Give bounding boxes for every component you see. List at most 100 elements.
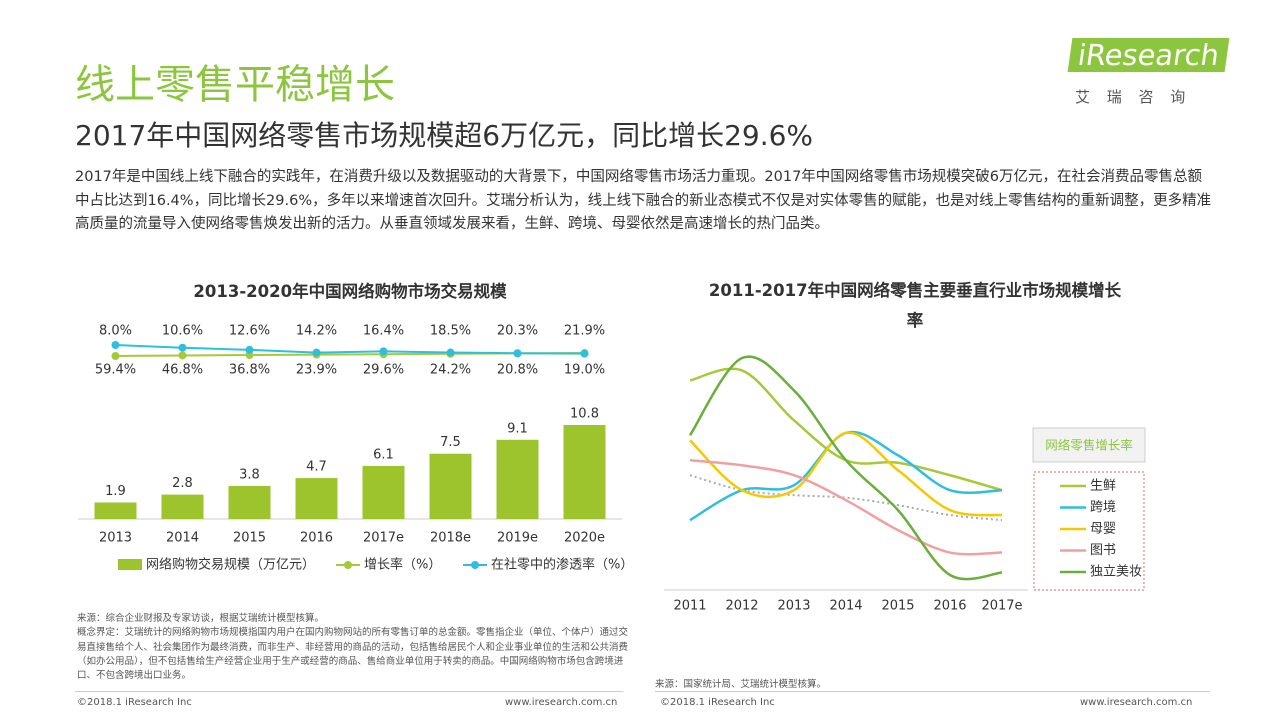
x-tick-label: 2020e — [564, 531, 605, 546]
point — [178, 351, 187, 360]
point — [446, 348, 455, 357]
point — [111, 352, 120, 360]
definition: 概念界定：艾瑞统计的网络购物市场规模指国内用户在国内购物网站的所有零售订单的总金… — [77, 627, 629, 682]
x-tick-label: 2012 — [725, 599, 758, 614]
intro: 2017年是中国线上线下融合的实践年，在消费升级以及数据驱动的大背景下，中国网络… — [75, 169, 1212, 232]
value-label: 14.2% — [296, 324, 337, 339]
bar — [429, 453, 472, 519]
x-tick-label: 2015 — [233, 531, 266, 546]
source: 来源：国家统计局、艾瑞统计模型核算。 — [655, 679, 827, 690]
value-label: 18.5% — [430, 324, 471, 339]
legend-dot — [344, 561, 352, 569]
bar-label: 4.7 — [306, 460, 327, 475]
value-label: 59.4% — [95, 363, 136, 378]
bar-label: 1.9 — [105, 484, 126, 499]
point — [379, 350, 388, 359]
legend-label: 跨境 — [1090, 500, 1116, 515]
bar — [94, 502, 137, 519]
x-tick-label: 2017e — [363, 531, 404, 546]
divider — [75, 691, 623, 692]
value-label: 21.9% — [564, 324, 605, 339]
point — [312, 350, 321, 359]
value-label: 23.9% — [296, 363, 337, 378]
legend-label: 生鲜 — [1090, 479, 1116, 494]
bar-label: 7.5 — [440, 435, 461, 450]
copyright: ©2018.1 iResearch Inc — [77, 697, 192, 708]
value-label: 36.8% — [229, 363, 270, 378]
point — [245, 351, 254, 360]
point — [111, 341, 120, 349]
point — [513, 349, 522, 358]
line — [689, 430, 1003, 522]
x-tick-label: 2016 — [300, 531, 333, 546]
legend-box — [1032, 427, 1146, 463]
value-label: 10.6% — [162, 324, 203, 339]
x-tick-label: 2011 — [673, 599, 706, 614]
copyright: ©2018.1 iResearch Inc — [660, 697, 775, 708]
x-tick-label: 2014 — [829, 599, 862, 614]
point — [513, 349, 522, 358]
x-tick-label: 2018e — [430, 531, 471, 546]
notes: 来源：综合企业财报及专家访谈，根据艾瑞统计模型核算。 概念界定：艾瑞统计的网络购… — [77, 612, 637, 683]
legend-box — [1033, 471, 1145, 591]
value-label: 16.4% — [363, 324, 404, 339]
point — [580, 349, 589, 358]
bar — [228, 485, 271, 519]
value-label: 12.6% — [229, 324, 270, 339]
legend-label: 在社零中的渗透率（%） — [491, 557, 633, 573]
url: www.iresearch.com.cn — [1080, 697, 1193, 708]
line — [689, 459, 1003, 556]
value-label: 24.2% — [430, 363, 471, 378]
slide-subtitle: 2017年中国网络零售市场规模超6万亿元，同比增长29.6% — [75, 119, 814, 152]
x-tick-label: 2014 — [166, 531, 199, 546]
x-tick-label: 2016 — [933, 599, 966, 614]
bar-label: 2.8 — [172, 476, 193, 491]
slide-title: 线上零售平稳增长 — [75, 62, 395, 108]
line — [115, 344, 585, 355]
bar — [295, 478, 338, 519]
point — [580, 349, 589, 358]
bar — [362, 465, 405, 519]
x-tick-label: 2013 — [99, 531, 132, 546]
value-label: 19.0% — [564, 363, 605, 378]
bar-label: 6.1 — [373, 447, 394, 462]
point — [245, 345, 254, 354]
legend-label: 独立美妆 — [1090, 565, 1142, 580]
line — [688, 355, 1003, 581]
bar-label: 3.8 — [239, 467, 260, 482]
x-tick-label: 2019e — [497, 531, 538, 546]
url: www.iresearch.com.cn — [505, 697, 618, 708]
value-label: 20.3% — [497, 324, 538, 339]
bar-label: 10.8 — [570, 407, 599, 422]
value-label: 46.8% — [162, 363, 203, 378]
line — [689, 367, 1003, 492]
bar — [161, 494, 204, 519]
value-label: 29.6% — [363, 363, 404, 378]
divider — [655, 691, 1210, 692]
value-label: 20.8% — [497, 363, 538, 378]
line — [115, 352, 585, 357]
legend-label: 网络购物交易规模（万亿元） — [146, 557, 315, 573]
logo-sub: 艾 瑞 咨 询 — [1075, 88, 1192, 106]
x-tick-label: 2013 — [777, 599, 810, 614]
line — [689, 474, 1003, 522]
bar-label: 9.1 — [507, 421, 528, 436]
point — [178, 343, 187, 352]
x-tick-label: 2015 — [881, 599, 914, 614]
value-label: 8.0% — [99, 324, 132, 339]
legend-label: 网络零售增长率 — [1045, 438, 1133, 453]
legend-label: 增长率（%） — [364, 557, 441, 573]
legend-label: 图书 — [1090, 543, 1116, 558]
point — [379, 347, 388, 356]
legend-swatch — [118, 559, 142, 570]
legend-dot — [471, 561, 479, 569]
source: 来源：综合企业财报及专家访谈，根据艾瑞统计模型核算。 — [77, 613, 325, 624]
chart-title: 2011-2017年中国网络零售主要垂直行业市场规模增长率 — [708, 281, 1122, 330]
logo: iResearch — [1067, 38, 1230, 72]
legend-label: 母婴 — [1090, 522, 1116, 537]
point — [446, 349, 455, 358]
bar — [563, 425, 606, 519]
bar — [496, 439, 539, 519]
chart-title: 2013-2020年中国网络购物市场交易规模 — [193, 282, 507, 301]
